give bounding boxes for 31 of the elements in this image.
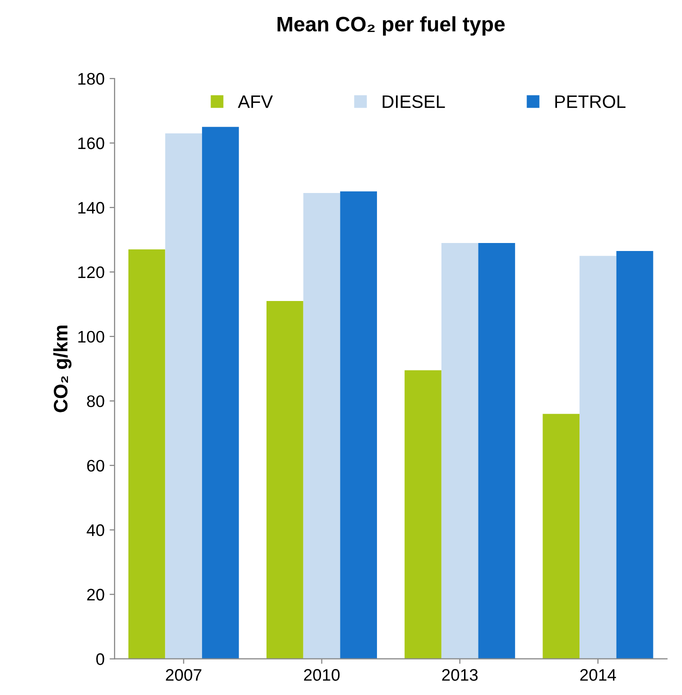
y-tick-label: 100	[78, 330, 104, 343]
chart-title: Mean CO₂ per fuel type	[278, 16, 505, 36]
y-tick-label: 60	[87, 460, 104, 472]
bar	[303, 192, 340, 659]
y-tick-label: 120	[78, 266, 104, 278]
x-tick-label: 2013	[442, 669, 478, 681]
bar	[580, 256, 616, 659]
bar	[404, 370, 442, 659]
x-tick-label: 2007	[166, 669, 202, 681]
legend-label: PETROL	[555, 95, 626, 108]
y-tick-label: 40	[86, 524, 104, 536]
bar	[340, 191, 377, 659]
bar	[616, 251, 654, 659]
bar	[165, 133, 202, 659]
bar	[128, 249, 166, 659]
legend-label: DIESEL	[382, 95, 445, 108]
y-tick-label: 160	[78, 137, 104, 150]
y-tick-label: 180	[78, 72, 104, 85]
bar	[441, 242, 478, 659]
bar	[202, 126, 239, 659]
y-tick-label: 140	[78, 202, 104, 214]
bar	[266, 300, 304, 659]
x-tick-label: 2010	[304, 669, 340, 681]
y-tick-label: 80	[87, 395, 104, 408]
y-tick-label: 0	[96, 653, 104, 666]
bar	[478, 242, 516, 659]
bar	[542, 414, 580, 659]
legend-label: AFV	[238, 95, 273, 108]
y-tick-label: 20	[87, 588, 104, 601]
x-tick-label: 2014	[580, 669, 616, 681]
y-axis-title: CO₂ g/km	[53, 326, 72, 412]
